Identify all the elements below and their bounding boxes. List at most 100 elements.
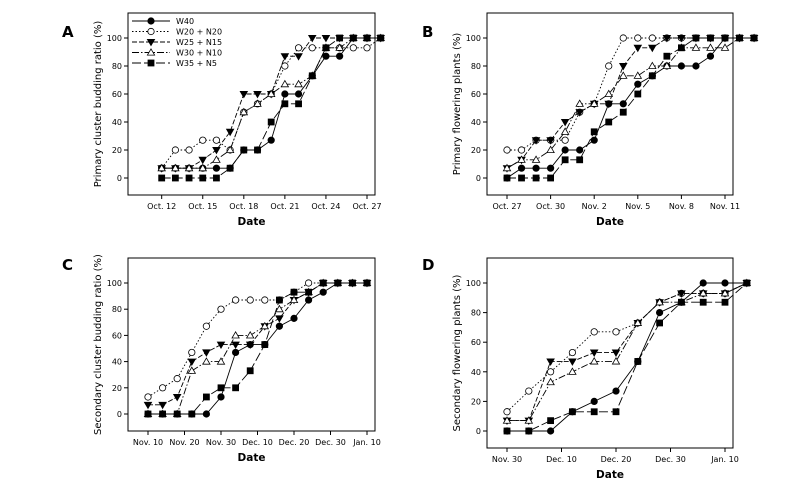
data-point xyxy=(619,100,627,108)
y-tick-label: 100 xyxy=(466,279,481,288)
legend-marker xyxy=(147,59,155,67)
series-line xyxy=(161,37,381,169)
data-point xyxy=(546,368,555,376)
data-point xyxy=(524,416,534,424)
data-point xyxy=(547,174,554,182)
data-point xyxy=(202,393,210,401)
series-line xyxy=(161,37,381,169)
data-point xyxy=(157,163,166,172)
data-point xyxy=(518,174,525,182)
data-point xyxy=(216,357,226,365)
y-tick-label: 80 xyxy=(112,62,122,71)
series-w35n5 xyxy=(503,279,751,435)
data-point xyxy=(290,314,298,322)
data-point xyxy=(691,43,701,51)
data-point xyxy=(619,34,627,42)
y-axis-title: Secondary cluster budding ratio (%) xyxy=(93,254,104,435)
data-point xyxy=(546,377,555,386)
data-point xyxy=(188,348,196,357)
data-point xyxy=(212,146,221,155)
data-point xyxy=(245,331,255,339)
y-tick-label: 60 xyxy=(112,90,122,99)
series-w25n15 xyxy=(502,279,752,426)
plot-frame xyxy=(127,12,376,196)
y-tick-label: 80 xyxy=(471,62,481,71)
data-point xyxy=(143,401,153,410)
data-point xyxy=(569,408,576,416)
data-point xyxy=(305,288,313,296)
data-point xyxy=(231,331,240,339)
y-axis-title: Primary flowering plants (%) xyxy=(452,33,463,176)
data-point xyxy=(217,305,225,313)
data-point xyxy=(648,61,657,69)
data-point xyxy=(560,119,570,127)
data-point xyxy=(634,358,642,365)
data-point xyxy=(706,43,715,51)
data-point xyxy=(589,99,599,107)
data-point xyxy=(239,91,249,99)
data-point xyxy=(199,174,207,182)
x-tick-label: Dec. 30 xyxy=(655,455,686,464)
x-tick-label: Oct. 27 xyxy=(352,202,381,211)
data-point xyxy=(349,34,357,42)
data-point xyxy=(159,410,167,418)
data-point xyxy=(280,79,290,88)
series-w20n20 xyxy=(503,279,751,416)
data-point xyxy=(503,408,511,416)
legend-marker xyxy=(146,48,156,56)
plot-frame xyxy=(486,257,734,449)
legend-marker xyxy=(147,27,155,36)
data-point xyxy=(226,164,234,172)
data-point xyxy=(590,128,598,136)
data-point xyxy=(308,44,316,52)
data-point xyxy=(171,163,180,172)
data-point xyxy=(605,118,613,126)
y-axis-title: Primary cluster budding ratio (%) xyxy=(93,21,104,188)
data-point xyxy=(561,156,569,164)
data-point xyxy=(158,174,166,182)
series-line xyxy=(507,282,747,432)
x-tick-label: Dec. 10 xyxy=(546,455,577,464)
data-point xyxy=(677,290,686,298)
data-point xyxy=(349,44,357,52)
y-tick-label: 60 xyxy=(471,90,481,99)
data-point xyxy=(321,35,331,43)
data-point xyxy=(267,136,275,144)
data-point xyxy=(322,44,330,52)
data-point xyxy=(225,145,235,154)
data-point xyxy=(648,44,657,53)
x-tick-label: Oct. 21 xyxy=(270,202,299,211)
data-point xyxy=(633,71,643,79)
x-tick-label: Oct. 15 xyxy=(188,202,217,211)
data-point xyxy=(655,297,664,306)
data-point xyxy=(240,146,248,154)
data-point xyxy=(294,79,303,88)
series-line xyxy=(506,37,755,179)
data-point xyxy=(377,34,385,42)
data-point xyxy=(655,308,664,317)
legend-label: W25 + N15 xyxy=(176,38,222,47)
data-point xyxy=(532,174,540,182)
data-point xyxy=(575,109,584,117)
data-point xyxy=(290,288,298,296)
panel-d: D 0 20 40 60 80 100 Nov. 30 Dec. 10 Dec. 20 Dec. 3… xyxy=(422,256,752,480)
data-point xyxy=(678,44,685,52)
data-point xyxy=(231,341,240,349)
x-axis-title: Date xyxy=(238,216,266,228)
y-tick-label: 40 xyxy=(112,118,122,127)
x-tick-label: Nov. 30 xyxy=(206,438,236,447)
data-point xyxy=(294,44,303,52)
data-point xyxy=(363,44,371,52)
data-point xyxy=(267,118,275,126)
x-tick-label: Dec. 10 xyxy=(242,438,273,447)
data-point xyxy=(699,298,707,306)
y-tick-label: 40 xyxy=(112,358,122,367)
data-point xyxy=(707,34,714,42)
data-point xyxy=(307,35,317,43)
data-point xyxy=(187,358,197,366)
data-point xyxy=(295,100,302,108)
data-point xyxy=(546,145,555,154)
series-w35n5 xyxy=(144,279,371,418)
data-point xyxy=(531,155,541,163)
